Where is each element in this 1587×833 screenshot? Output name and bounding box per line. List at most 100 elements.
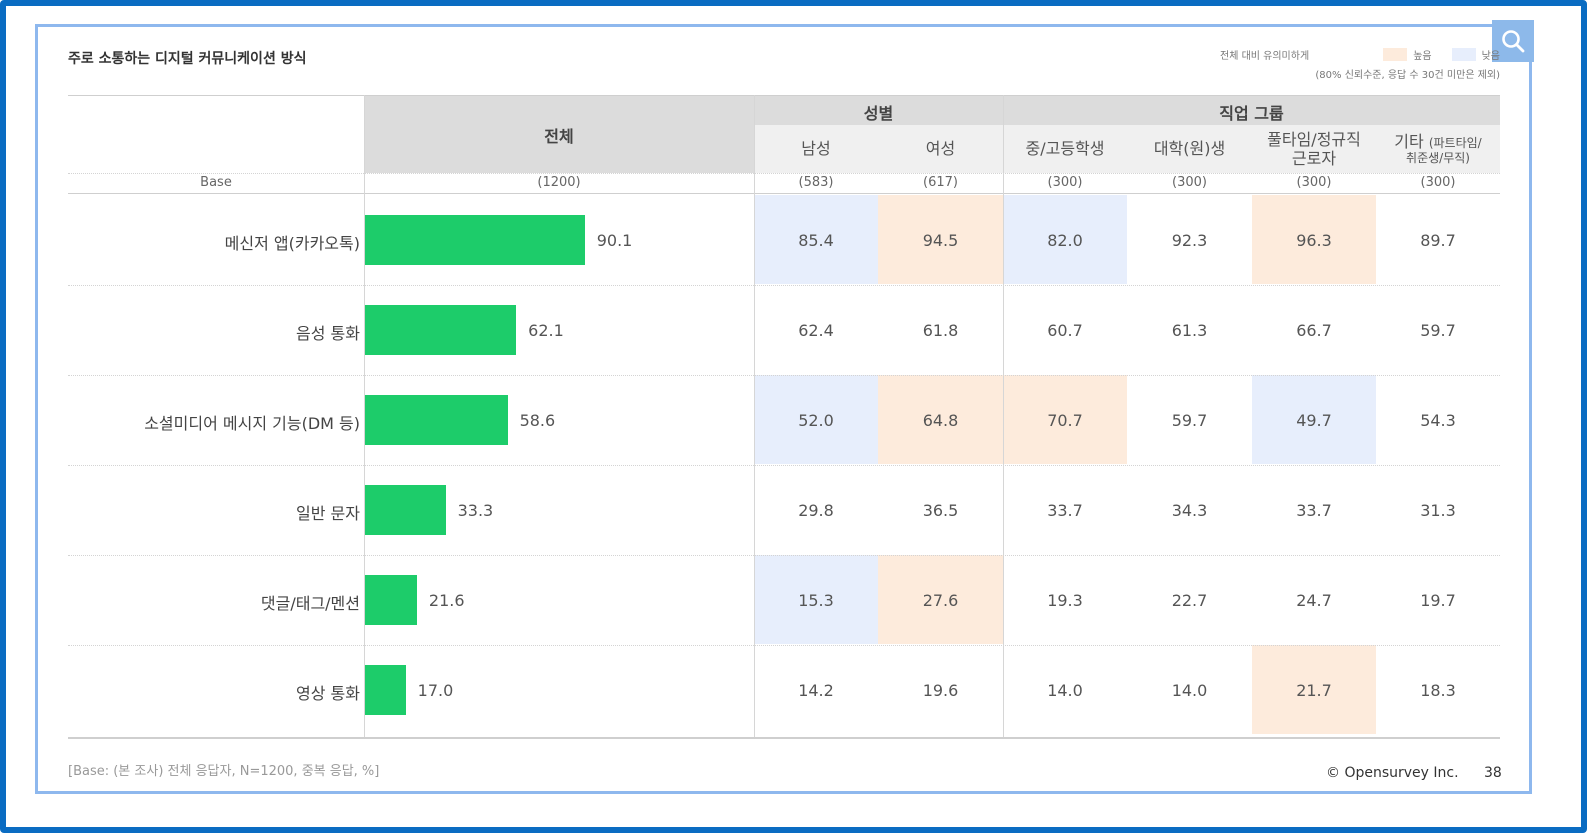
bar-value-label: 21.6 [428, 591, 465, 610]
search-icon [1502, 30, 1525, 53]
base-other: (300) [1420, 175, 1456, 190]
highlight-cell [1252, 645, 1376, 734]
row-label: 메신저 앱(카카오톡) [224, 234, 360, 253]
legend-note: (80% 신뢰수준, 응답 수 30건 미만은 제외) [1315, 70, 1500, 81]
highlight-cell [878, 555, 1003, 644]
base-student: (300) [1047, 175, 1083, 190]
base-fulltime: (300) [1296, 175, 1332, 190]
highlight-cell [754, 195, 878, 284]
table-cell: 61.8 [922, 321, 959, 340]
table-cell: 14.2 [798, 681, 834, 700]
bar-value-label: 62.1 [528, 321, 564, 340]
table-cell: 49.7 [1296, 411, 1332, 430]
row-separator [68, 285, 1500, 286]
total-header-bg [364, 95, 754, 173]
col-other-line1: 기타 (파트타임/ [1394, 132, 1481, 151]
bar [364, 485, 446, 535]
header-total: 전체 [544, 127, 574, 146]
table-cell: 85.4 [798, 231, 834, 250]
bar-value-label: 90.1 [596, 231, 633, 250]
copyright: © Opensurvey Inc. [1326, 765, 1459, 781]
base-female: (617) [923, 175, 958, 190]
table-cell: 29.8 [798, 501, 834, 520]
row-label: 영상 통화 [296, 684, 360, 703]
divider-label [364, 95, 365, 737]
col-fulltime-line2: 근로자 [1291, 149, 1337, 168]
sub-header-bg [754, 125, 1500, 173]
base-total: (1200) [537, 175, 581, 190]
table-cell: 34.3 [1171, 501, 1208, 520]
group-header-bg [754, 95, 1500, 125]
bar [364, 215, 585, 265]
base-university: (300) [1172, 175, 1207, 190]
col-female: 여성 [925, 139, 956, 159]
legend-high-swatch [1383, 48, 1408, 61]
row-label: 소셜미디어 메시지 기능(DM 등) [144, 414, 360, 433]
table-cell: 19.3 [1047, 591, 1083, 610]
table-cell: 19.7 [1420, 591, 1456, 610]
base-label: Base [200, 175, 232, 190]
row-label: 댓글/태그/멘션 [260, 594, 360, 613]
table-cell: 92.3 [1171, 231, 1208, 250]
bar-value-label: 33.3 [457, 501, 494, 520]
row-separator [68, 645, 1500, 646]
col-other: 기타 (파트타임/ 취준생/무직) [1376, 125, 1500, 173]
col-fulltime-worker: 풀타임/정규직 근로자 [1252, 125, 1376, 173]
table-cell: 22.7 [1171, 591, 1208, 610]
table-cell: 52.0 [798, 411, 834, 430]
highlight-cell [754, 555, 878, 644]
row-separator [68, 465, 1500, 466]
legend-low-label: 낮음 [1481, 51, 1500, 62]
rule-base [68, 193, 1500, 194]
col-other-main: 기타 [1394, 132, 1424, 152]
bar-value-label: 17.0 [417, 681, 454, 700]
table-cell: 14.0 [1047, 681, 1083, 700]
header-gender: 성별 [863, 104, 894, 123]
highlight-cell [754, 375, 878, 464]
table-cell: 59.7 [1420, 321, 1456, 340]
bar [364, 395, 508, 445]
highlight-cell [878, 195, 1003, 284]
row-separator [68, 555, 1500, 556]
col-middle-high-student: 중/고등학생 [1025, 139, 1105, 159]
table-cell: 54.3 [1420, 411, 1456, 430]
highlight-cell [878, 375, 1003, 464]
page-number: 38 [1484, 765, 1502, 781]
table-cell: 89.7 [1420, 231, 1456, 250]
table-cell: 27.6 [922, 591, 959, 610]
footnote: [Base: (본 조사) 전체 응답자, N=1200, 중복 응답, %] [68, 764, 380, 779]
table-cell: 61.3 [1171, 321, 1208, 340]
table-cell: 33.7 [1047, 501, 1083, 520]
legend-high-label: 높음 [1413, 51, 1432, 62]
rule-bottom [68, 737, 1500, 739]
header-job: 직업 그룹 [1219, 104, 1284, 123]
table-cell: 31.3 [1420, 501, 1456, 520]
divider-gender [1003, 95, 1004, 737]
table-cell: 15.3 [798, 591, 834, 610]
col-other-paren1: (파트타임/ [1428, 136, 1482, 151]
col-male: 남성 [801, 139, 831, 159]
results-table: 전체 성별 직업 그룹 남성 여성 중/고등학생 대학(원)생 풀타임/정규직 … [68, 95, 1500, 740]
legend-label: 전체 대비 유의미하게 [1220, 51, 1310, 62]
table-cell: 82.0 [1047, 231, 1083, 250]
highlight-cell [1003, 375, 1127, 464]
table-cell: 36.5 [922, 501, 959, 520]
table-cell: 70.7 [1047, 411, 1083, 430]
search-button[interactable] [1492, 20, 1534, 62]
highlight-cell [1252, 195, 1376, 284]
table-cell: 60.7 [1047, 321, 1083, 340]
highlight-cell [1252, 375, 1376, 464]
table-cell: 59.7 [1171, 411, 1208, 430]
divider-total [754, 95, 755, 737]
table-cell: 33.7 [1296, 501, 1332, 520]
bar [364, 305, 517, 355]
table-cell: 21.7 [1296, 681, 1332, 700]
col-fulltime-line1: 풀타임/정규직 [1267, 129, 1361, 149]
table-cell: 24.7 [1296, 591, 1332, 610]
table-cell: 18.3 [1420, 681, 1456, 700]
legend-low-swatch [1451, 48, 1476, 61]
table-cell: 66.7 [1296, 321, 1332, 340]
col-university-student: 대학(원)생 [1153, 139, 1226, 159]
inner-frame [35, 24, 1532, 794]
